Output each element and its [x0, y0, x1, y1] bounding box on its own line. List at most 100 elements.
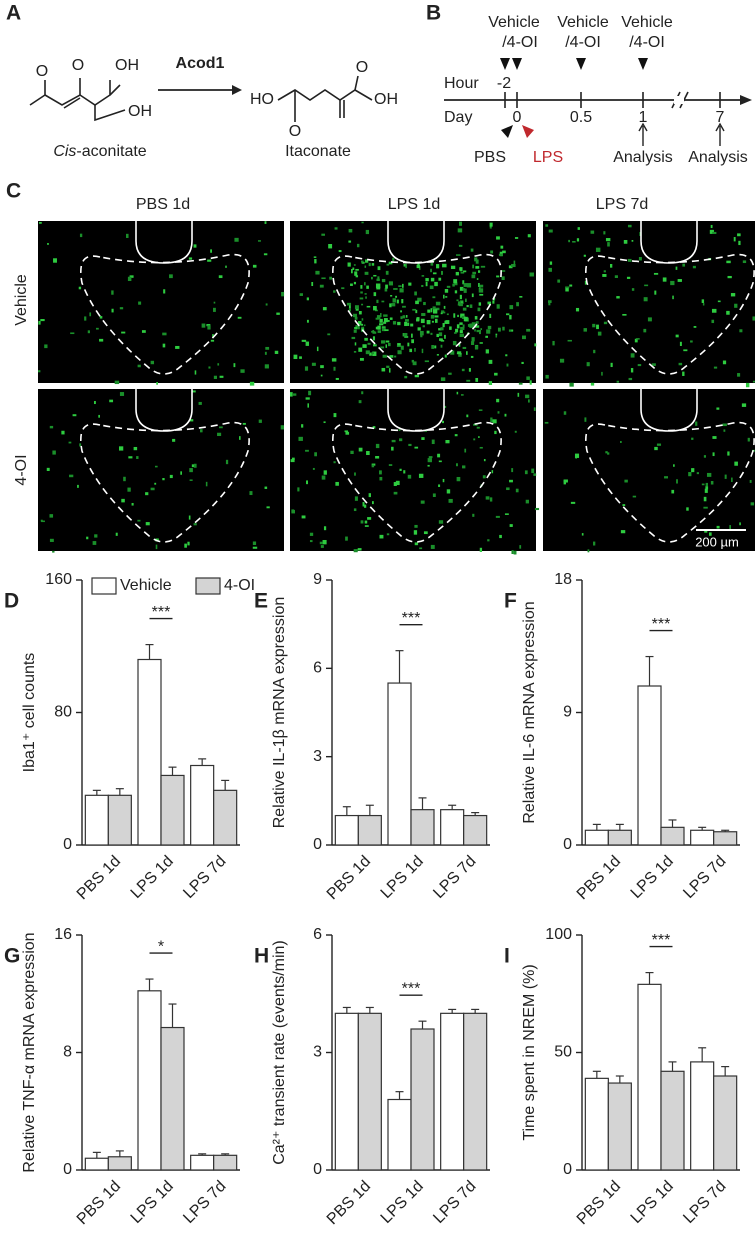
cell	[664, 476, 669, 479]
cell	[749, 479, 752, 483]
cell	[456, 352, 460, 355]
cell	[434, 345, 437, 349]
cell	[304, 366, 309, 371]
ventricle-outline	[640, 389, 698, 432]
cell	[371, 464, 375, 468]
cell	[529, 380, 532, 385]
cell	[384, 288, 388, 292]
cell	[534, 343, 537, 347]
cell	[419, 330, 424, 336]
y-tick-label: 0	[563, 1161, 572, 1178]
cell	[264, 351, 267, 355]
cell	[711, 319, 715, 324]
x-tick-label: LPS 7d	[680, 853, 729, 902]
cell	[411, 359, 415, 363]
cell	[459, 294, 462, 300]
cell	[131, 502, 134, 506]
cell	[218, 275, 223, 279]
cell	[572, 240, 576, 243]
cell	[358, 447, 363, 452]
cell	[434, 318, 438, 323]
cell	[441, 310, 445, 313]
cell	[534, 507, 540, 511]
cell	[622, 313, 627, 316]
cell	[662, 277, 667, 282]
cell	[463, 270, 467, 273]
bar	[637, 983, 662, 1171]
cell	[49, 514, 54, 518]
cell	[360, 323, 364, 326]
cell	[331, 358, 337, 362]
bar	[690, 829, 715, 846]
cell	[455, 271, 459, 276]
cell	[478, 283, 480, 287]
treatment: /4-OI	[629, 34, 665, 51]
cell	[162, 332, 167, 336]
y-axis-label: Relative IL-1β mRNA expression	[271, 597, 288, 829]
cell	[86, 536, 89, 540]
cell	[703, 455, 707, 458]
cell	[679, 341, 682, 346]
cell	[381, 327, 386, 332]
significance-label: *	[158, 938, 164, 955]
cell	[722, 360, 727, 365]
cell	[691, 437, 694, 440]
cell	[389, 355, 394, 358]
cell	[111, 308, 114, 313]
cell	[305, 449, 309, 452]
cell	[373, 344, 377, 347]
bar	[334, 1012, 359, 1171]
cell	[460, 271, 465, 274]
cell	[452, 283, 455, 287]
bar	[84, 1157, 109, 1171]
cell	[702, 303, 705, 306]
cell	[581, 533, 584, 536]
cell	[696, 472, 699, 475]
cell	[371, 352, 375, 355]
cell	[365, 296, 367, 299]
cell	[334, 227, 338, 230]
y-axis-label: Iba1⁺ cell counts	[21, 653, 38, 773]
cell	[306, 297, 309, 301]
cell	[348, 228, 353, 233]
cell	[380, 313, 382, 318]
cell	[525, 499, 529, 504]
x-tick-label: LPS 1d	[128, 853, 177, 902]
cell	[233, 363, 236, 368]
cell	[701, 483, 705, 486]
region-outline	[585, 421, 755, 543]
cell	[495, 335, 498, 338]
cell	[519, 545, 522, 549]
cell	[434, 281, 438, 287]
cell	[403, 470, 406, 474]
cell	[587, 549, 590, 553]
cell	[463, 283, 468, 287]
cell	[418, 473, 424, 478]
cell	[479, 330, 481, 335]
cell	[432, 493, 436, 497]
cell	[360, 520, 364, 524]
cell	[109, 399, 114, 403]
cell	[402, 315, 406, 319]
cell	[676, 479, 678, 484]
cell	[475, 266, 480, 269]
cell	[377, 330, 382, 333]
cell	[365, 350, 370, 355]
cell	[471, 341, 475, 346]
cell	[488, 381, 493, 385]
cell	[361, 221, 364, 224]
y-tick-label: 0	[63, 836, 72, 853]
cell	[353, 329, 357, 333]
cell	[39, 221, 42, 224]
bar	[213, 789, 238, 846]
cell	[368, 262, 371, 267]
cell	[180, 471, 182, 475]
cell	[444, 334, 446, 339]
cell	[400, 316, 403, 320]
cell	[79, 233, 83, 238]
cell	[217, 363, 220, 366]
cell	[376, 315, 381, 319]
cell	[497, 327, 501, 332]
cell	[622, 504, 626, 507]
cell	[306, 319, 309, 323]
